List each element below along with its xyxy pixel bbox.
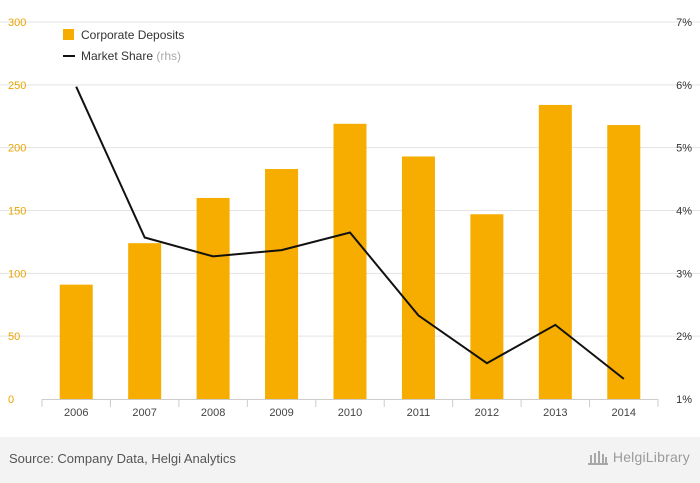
y-left-tick-label: 200 xyxy=(8,143,26,155)
legend-series-suffix: (rhs) xyxy=(156,49,181,63)
bar-corporate-deposits xyxy=(128,243,162,399)
x-tick-label: 2008 xyxy=(201,407,225,419)
y-right-tick-label: 6% xyxy=(676,80,692,92)
x-tick-label: 2014 xyxy=(612,407,636,419)
x-tick-label: 2011 xyxy=(407,407,431,419)
chart: 0 50 100 150 200 250 300 1% 2% 3% 4% 5% 6% 7% 2006 2007… xyxy=(0,17,700,419)
y-right-tick-label: 3% xyxy=(676,268,692,280)
library-building-icon xyxy=(587,451,608,465)
x-tick-label: 2010 xyxy=(338,407,362,419)
x-tick-label: 2012 xyxy=(475,407,499,419)
x-tick-label: 2006 xyxy=(64,407,88,419)
y-right-tick-label: 1% xyxy=(676,394,692,406)
bar-corporate-deposits xyxy=(333,123,367,399)
y-left-tick-label: 300 xyxy=(8,17,26,29)
y-left-tick-label: 100 xyxy=(8,268,26,280)
y-right-tick-label: 5% xyxy=(676,143,692,155)
bar-corporate-deposits xyxy=(470,214,504,399)
y-right-tick-label: 4% xyxy=(676,206,692,218)
footer-bar xyxy=(0,437,700,483)
bar-corporate-deposits xyxy=(401,156,435,399)
y-left-tick-label: 0 xyxy=(8,394,14,406)
x-tick-label: 2009 xyxy=(269,407,293,419)
bar-corporate-deposits xyxy=(59,284,93,399)
y-left-tick-label: 250 xyxy=(8,80,26,92)
y-right-tick-label: 7% xyxy=(676,17,692,29)
x-tick-label: 2013 xyxy=(543,407,567,419)
bar-corporate-deposits xyxy=(607,125,641,400)
bar-corporate-deposits xyxy=(538,104,572,399)
x-tick-label: 2007 xyxy=(132,407,156,419)
source-note: Source: Company Data, Helgi Analytics xyxy=(9,451,236,466)
y-left-tick-label: 150 xyxy=(8,206,26,218)
legend-swatch-corporate-deposits xyxy=(63,29,74,40)
brand-name: HelgiLibrary xyxy=(612,449,690,465)
bar-corporate-deposits xyxy=(196,197,230,399)
y-right-tick-label: 2% xyxy=(676,331,692,343)
legend-series-name: Market Share xyxy=(81,49,156,63)
legend-label-corporate-deposits: Corporate Deposits xyxy=(81,28,184,42)
legend-label-market-share: Market Share (rhs) xyxy=(81,49,181,63)
brand-logo[interactable]: HelgiLibrary xyxy=(587,448,690,466)
y-left-tick-label: 50 xyxy=(8,331,20,343)
line-market-share xyxy=(75,86,625,380)
bar-corporate-deposits xyxy=(265,169,299,399)
